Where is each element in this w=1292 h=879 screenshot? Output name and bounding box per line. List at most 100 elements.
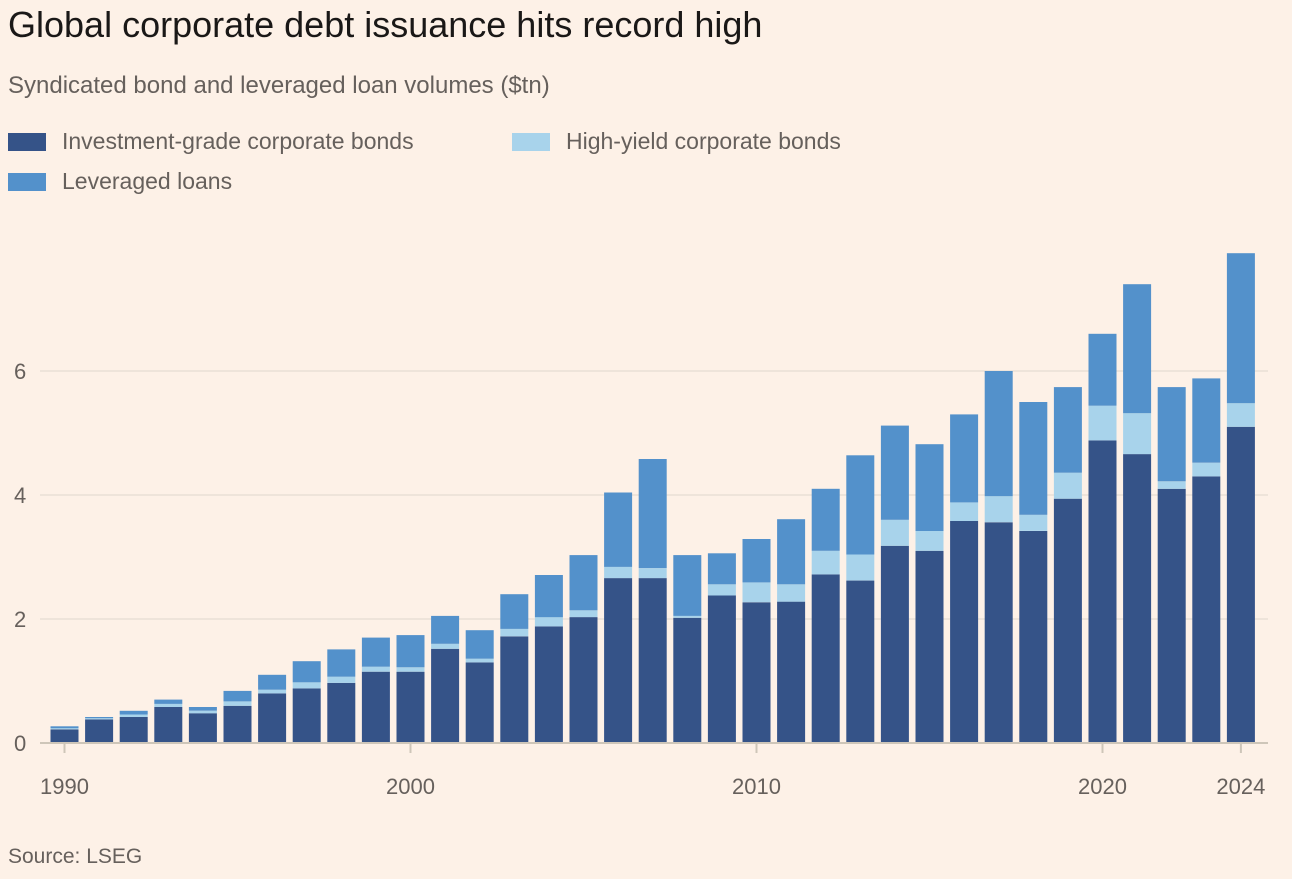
bar-hy-2021 <box>1123 413 1152 455</box>
bar-hy-2013 <box>846 554 875 581</box>
bar-ll-1994 <box>188 707 217 711</box>
bar-hy-2007 <box>638 568 667 579</box>
legend-label-ig: Investment-grade corporate bonds <box>62 128 414 154</box>
bar-ig-1992 <box>119 717 148 743</box>
bar-ig-2018 <box>1019 531 1048 743</box>
bar-ig-2004 <box>534 626 563 743</box>
bar-hy-2003 <box>500 628 529 637</box>
bar-ig-2005 <box>569 617 598 743</box>
bar-hy-2022 <box>1157 481 1186 489</box>
bar-hy-2001 <box>431 643 460 649</box>
bar-hy-1997 <box>292 682 321 689</box>
bar-ll-1991 <box>85 717 114 719</box>
bar-ig-2024 <box>1226 426 1255 743</box>
bar-hy-1994 <box>188 710 217 714</box>
bar-hy-1998 <box>327 676 356 683</box>
y-tick-label-2: 2 <box>14 607 26 632</box>
bar-hy-2005 <box>569 610 598 618</box>
bar-ll-1997 <box>292 661 321 683</box>
bar-ig-1997 <box>292 688 321 743</box>
bar-ll-2024 <box>1226 253 1255 404</box>
bar-ll-1996 <box>258 674 287 690</box>
chart-subtitle: Syndicated bond and leveraged loan volum… <box>8 72 550 99</box>
bar-hy-2019 <box>1053 472 1082 499</box>
legend-swatch-hy <box>512 132 550 151</box>
bar-hy-2002 <box>465 658 494 663</box>
bar-hy-2011 <box>777 584 806 602</box>
bar-hy-2018 <box>1019 514 1048 531</box>
bar-hy-1990 <box>50 728 79 730</box>
bar-ig-2016 <box>950 521 979 743</box>
bar-ig-1991 <box>85 719 114 743</box>
bar-hy-2016 <box>950 502 979 521</box>
bar-hy-2012 <box>811 550 840 575</box>
stacked-bar-chart: 0 2 4 6 1990 2000 2010 2020 2024 <box>14 253 1268 799</box>
bar-ig-2002 <box>465 662 494 743</box>
bar-ig-2014 <box>880 545 909 743</box>
x-tick-label-2024: 2024 <box>1216 774 1265 799</box>
legend-label-ll: Leveraged loans <box>62 168 233 194</box>
bar-ig-1999 <box>361 671 390 743</box>
legend: Investment-grade corporate bonds High-yi… <box>8 128 1008 208</box>
y-tick-label-0: 0 <box>14 731 26 756</box>
bar-ig-2010 <box>742 602 771 743</box>
x-tick-label-2020: 2020 <box>1078 774 1127 799</box>
bar-ll-2006 <box>604 492 633 567</box>
y-tick-label-4: 4 <box>14 483 26 508</box>
bar-ig-2008 <box>673 617 702 743</box>
legend-swatch-ll <box>8 172 46 191</box>
x-tick-label-1990: 1990 <box>40 774 89 799</box>
bar-ll-2001 <box>431 615 460 644</box>
bar-hy-1993 <box>154 703 183 707</box>
bar-ig-1990 <box>50 729 79 743</box>
bar-ig-1998 <box>327 682 356 743</box>
bar-ig-2023 <box>1192 476 1221 743</box>
bar-ll-1998 <box>327 649 356 677</box>
legend-item-ig: Investment-grade corporate bonds <box>8 128 414 155</box>
bar-ll-2016 <box>950 414 979 503</box>
bar-ig-2011 <box>777 601 806 743</box>
bar-ll-2021 <box>1123 284 1152 414</box>
bar-ll-1990 <box>50 726 79 729</box>
bar-ll-2009 <box>707 553 736 585</box>
bar-ll-2002 <box>465 630 494 659</box>
bar-ll-1993 <box>154 699 183 704</box>
bar-ig-2022 <box>1157 488 1186 743</box>
bar-ig-1993 <box>154 707 183 743</box>
bar-ll-2010 <box>742 539 771 583</box>
bar-ig-2001 <box>431 648 460 743</box>
bar-hy-2000 <box>396 667 425 672</box>
bar-hy-2017 <box>984 496 1013 523</box>
bar-ll-2000 <box>396 635 425 668</box>
bar-hy-1992 <box>119 714 148 717</box>
bar-hy-2009 <box>707 584 736 596</box>
bar-ll-2020 <box>1088 333 1117 406</box>
bar-ig-2006 <box>604 578 633 743</box>
bar-ll-2003 <box>500 594 529 629</box>
bar-hy-1996 <box>258 689 287 694</box>
y-tick-label-6: 6 <box>14 359 26 384</box>
bar-ll-2005 <box>569 555 598 611</box>
bar-ig-2015 <box>915 550 944 743</box>
legend-label-hy: High-yield corporate bonds <box>566 128 841 154</box>
bar-ig-2020 <box>1088 440 1117 743</box>
bar-hy-2020 <box>1088 405 1117 441</box>
bar-ll-2018 <box>1019 402 1048 515</box>
bar-ig-2012 <box>811 574 840 743</box>
bar-hy-2023 <box>1192 462 1221 477</box>
bar-ll-2017 <box>984 371 1013 497</box>
bar-ig-2009 <box>707 595 736 743</box>
bar-ig-2007 <box>638 578 667 743</box>
bar-ig-2021 <box>1123 454 1152 743</box>
bar-ll-2011 <box>777 519 806 585</box>
bar-ig-1995 <box>223 705 252 743</box>
bar-ll-2008 <box>673 555 702 616</box>
x-tick-label-2010: 2010 <box>732 774 781 799</box>
bar-ig-2003 <box>500 636 529 743</box>
bar-ll-2013 <box>846 455 875 555</box>
bar-ll-2019 <box>1053 387 1082 473</box>
bar-hy-2008 <box>673 615 702 618</box>
bar-hy-2024 <box>1226 403 1255 427</box>
bar-ig-2017 <box>984 522 1013 743</box>
